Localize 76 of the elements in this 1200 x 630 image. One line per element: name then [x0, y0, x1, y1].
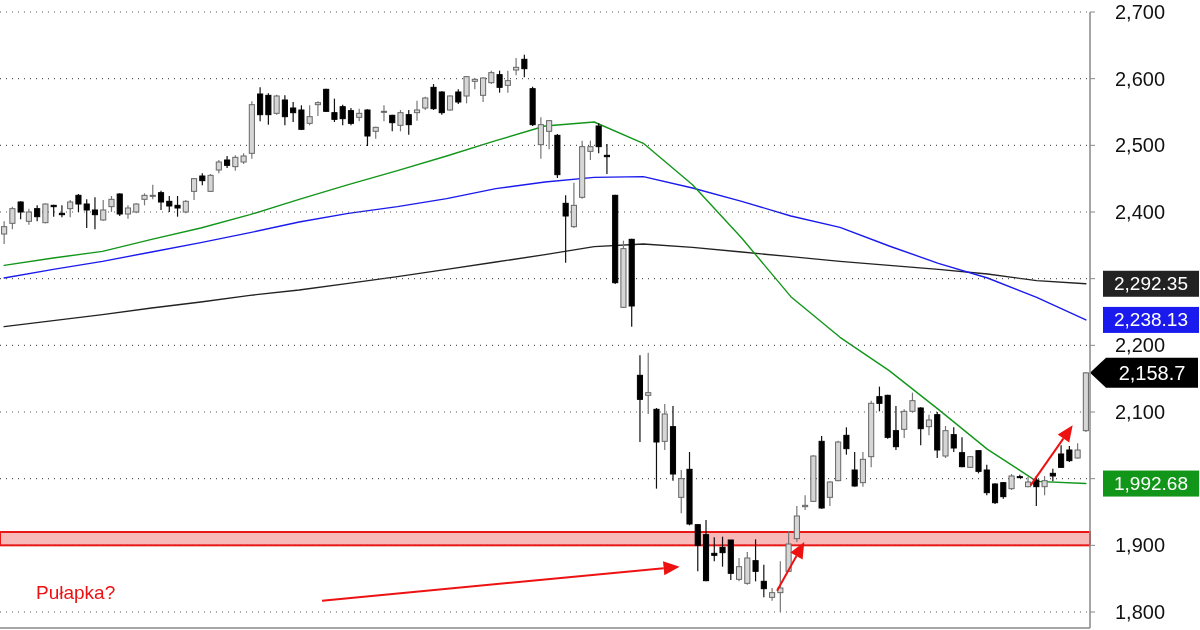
candlestick	[917, 406, 924, 446]
candlestick	[314, 100, 321, 117]
candlestick	[711, 536, 718, 562]
candlestick	[100, 199, 107, 222]
candlestick	[480, 76, 487, 103]
y-tick-label: 2,200	[1114, 334, 1166, 357]
candlestick	[735, 557, 743, 582]
y-tick-label: 2,600	[1114, 67, 1166, 90]
candlestick	[116, 192, 123, 217]
candlestick	[298, 104, 305, 131]
candlestick	[678, 469, 685, 514]
candlestick	[157, 190, 165, 211]
candlestick	[463, 75, 470, 104]
candlestick	[760, 564, 767, 598]
candlestick	[290, 101, 297, 123]
candlestick	[802, 494, 809, 511]
candlestick	[777, 560, 784, 613]
text: 2,158.7	[1118, 361, 1186, 384]
candlestick	[991, 482, 999, 505]
candlestick	[190, 177, 198, 201]
candlestick	[521, 54, 528, 78]
y-tick-label: 2,400	[1114, 201, 1166, 223]
candlestick	[380, 104, 388, 122]
candlestick	[413, 100, 421, 122]
candlestick	[546, 119, 553, 150]
candlestick	[58, 204, 65, 218]
candlestick	[719, 536, 726, 568]
y-tick-label: 1,900	[1114, 534, 1166, 557]
candlestick	[694, 523, 701, 572]
candlestick	[983, 464, 990, 496]
annotation: Pułapka?	[36, 581, 116, 603]
candlestick	[826, 480, 833, 507]
candlestick	[570, 182, 577, 229]
candlestick	[1, 220, 8, 245]
candlestick	[958, 436, 966, 468]
candlestick	[1041, 475, 1048, 496]
candlestick	[752, 538, 759, 582]
candlestick	[513, 57, 520, 76]
y-tick-label: 1,800	[1114, 601, 1166, 623]
y-tick-label: 2,100	[1114, 401, 1166, 423]
candlestick	[174, 195, 181, 218]
candlestick	[430, 83, 437, 111]
candlestick	[257, 86, 264, 122]
data-label: 1,992.68	[1114, 473, 1188, 495]
y-tick-label: 2,700	[1114, 1, 1166, 23]
candlestick	[595, 122, 602, 154]
candlestick	[901, 408, 908, 439]
candlestick	[859, 451, 866, 488]
candlestick	[892, 405, 900, 451]
candlestick	[306, 104, 313, 126]
candlestick	[91, 196, 99, 230]
candlestick	[438, 90, 445, 116]
data-label: 2,238.13	[1114, 309, 1188, 331]
candlestick	[636, 354, 644, 443]
candlestick	[504, 70, 511, 94]
candlestick	[397, 109, 404, 132]
candlestick	[769, 587, 776, 602]
candlestick	[909, 392, 916, 414]
candlestick	[603, 143, 610, 175]
candlestick	[843, 426, 850, 456]
candlestick	[925, 414, 933, 436]
candlestick	[851, 451, 858, 488]
data-label: 2,292.35	[1114, 273, 1188, 295]
candlestick	[496, 70, 503, 94]
candlestick	[562, 194, 569, 264]
candlestick	[587, 140, 594, 161]
candlestick	[950, 426, 957, 453]
y-tick-label: 2,500	[1114, 134, 1166, 157]
candlestick	[265, 92, 272, 126]
candlestick	[645, 352, 652, 415]
candlestick	[975, 450, 982, 474]
candlestick	[281, 94, 288, 126]
candlestick	[537, 116, 544, 160]
candlestick	[793, 505, 800, 543]
candlestick	[405, 109, 412, 136]
candlestick	[9, 206, 16, 230]
